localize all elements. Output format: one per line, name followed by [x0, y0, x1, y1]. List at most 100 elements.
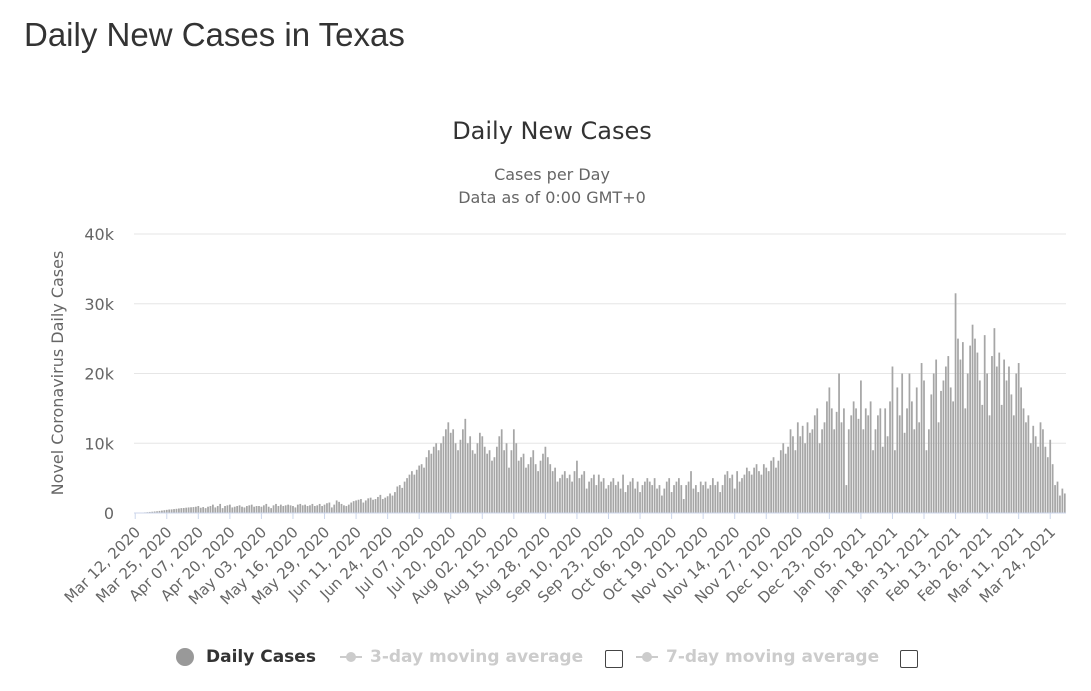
- bar[interactable]: [862, 429, 865, 513]
- bar[interactable]: [1022, 408, 1025, 514]
- bar[interactable]: [471, 450, 474, 513]
- bar[interactable]: [522, 453, 525, 513]
- bar[interactable]: [952, 401, 955, 513]
- bar[interactable]: [894, 450, 896, 513]
- bar[interactable]: [377, 496, 379, 513]
- bar[interactable]: [1034, 436, 1037, 513]
- bar[interactable]: [944, 366, 947, 513]
- bar[interactable]: [770, 460, 772, 513]
- bar[interactable]: [241, 506, 243, 513]
- bar[interactable]: [413, 474, 416, 513]
- bar[interactable]: [775, 467, 777, 513]
- bar[interactable]: [156, 511, 158, 513]
- bar[interactable]: [343, 505, 345, 513]
- bar[interactable]: [326, 503, 328, 513]
- bar[interactable]: [236, 506, 239, 513]
- bar[interactable]: [333, 504, 336, 513]
- bar[interactable]: [277, 506, 280, 513]
- bar[interactable]: [445, 429, 447, 513]
- bar[interactable]: [789, 429, 792, 513]
- bar[interactable]: [284, 505, 287, 513]
- bar[interactable]: [323, 504, 326, 513]
- bar[interactable]: [908, 373, 911, 514]
- bar[interactable]: [566, 478, 569, 514]
- bar[interactable]: [857, 418, 860, 513]
- bar[interactable]: [1025, 422, 1027, 513]
- bar[interactable]: [1044, 446, 1047, 513]
- bar[interactable]: [809, 432, 811, 513]
- bar[interactable]: [670, 492, 673, 513]
- bar[interactable]: [580, 474, 583, 513]
- bar[interactable]: [185, 507, 188, 513]
- bar[interactable]: [165, 509, 168, 513]
- bar[interactable]: [515, 443, 518, 513]
- bar[interactable]: [175, 508, 178, 513]
- bar[interactable]: [983, 335, 986, 513]
- bar[interactable]: [692, 488, 695, 513]
- bar[interactable]: [641, 485, 644, 513]
- bar[interactable]: [401, 487, 404, 513]
- bar[interactable]: [748, 471, 751, 513]
- bar[interactable]: [714, 485, 717, 513]
- bar[interactable]: [716, 481, 719, 513]
- bar[interactable]: [709, 485, 712, 513]
- bar[interactable]: [617, 481, 620, 513]
- bar[interactable]: [680, 485, 683, 513]
- bar[interactable]: [991, 356, 993, 513]
- bar[interactable]: [583, 471, 586, 513]
- bar[interactable]: [214, 507, 217, 513]
- bar[interactable]: [478, 432, 481, 513]
- bar[interactable]: [345, 506, 348, 513]
- bar[interactable]: [347, 504, 350, 513]
- bar[interactable]: [607, 485, 610, 513]
- bar[interactable]: [464, 418, 467, 513]
- bar[interactable]: [440, 443, 442, 513]
- bar[interactable]: [743, 474, 746, 513]
- bar[interactable]: [505, 443, 508, 513]
- bar[interactable]: [959, 359, 962, 513]
- bar[interactable]: [430, 453, 433, 513]
- bar[interactable]: [998, 352, 1001, 513]
- bar[interactable]: [238, 505, 241, 513]
- bar[interactable]: [192, 507, 195, 513]
- bar[interactable]: [942, 380, 945, 513]
- bar[interactable]: [508, 467, 510, 513]
- bar[interactable]: [855, 408, 857, 514]
- bar[interactable]: [462, 429, 464, 513]
- bar[interactable]: [920, 363, 923, 513]
- bar[interactable]: [282, 506, 285, 513]
- bar[interactable]: [493, 457, 496, 513]
- bar[interactable]: [495, 446, 498, 513]
- bar[interactable]: [711, 478, 714, 514]
- bar[interactable]: [275, 503, 277, 513]
- bar[interactable]: [901, 373, 904, 514]
- bar[interactable]: [258, 506, 260, 513]
- bar[interactable]: [563, 471, 566, 513]
- bar[interactable]: [673, 485, 675, 513]
- bar[interactable]: [777, 460, 780, 513]
- bar[interactable]: [864, 408, 867, 514]
- bar[interactable]: [995, 366, 998, 513]
- bar[interactable]: [826, 401, 828, 513]
- bar[interactable]: [1027, 415, 1030, 513]
- bar[interactable]: [311, 503, 314, 513]
- bar[interactable]: [881, 446, 884, 513]
- bar[interactable]: [1000, 404, 1003, 513]
- bar[interactable]: [549, 464, 552, 513]
- bar[interactable]: [153, 511, 156, 513]
- bar[interactable]: [794, 450, 797, 513]
- bar[interactable]: [367, 498, 370, 513]
- bar[interactable]: [503, 450, 506, 513]
- bar[interactable]: [296, 504, 299, 513]
- bar[interactable]: [1005, 380, 1008, 513]
- bar[interactable]: [818, 443, 821, 513]
- bar[interactable]: [903, 432, 906, 513]
- bar[interactable]: [386, 496, 389, 513]
- bar[interactable]: [874, 429, 877, 513]
- bar[interactable]: [969, 345, 972, 513]
- bar[interactable]: [964, 408, 967, 514]
- bar[interactable]: [512, 429, 515, 513]
- bar[interactable]: [988, 415, 991, 513]
- bar[interactable]: [180, 508, 183, 513]
- bar[interactable]: [830, 408, 833, 514]
